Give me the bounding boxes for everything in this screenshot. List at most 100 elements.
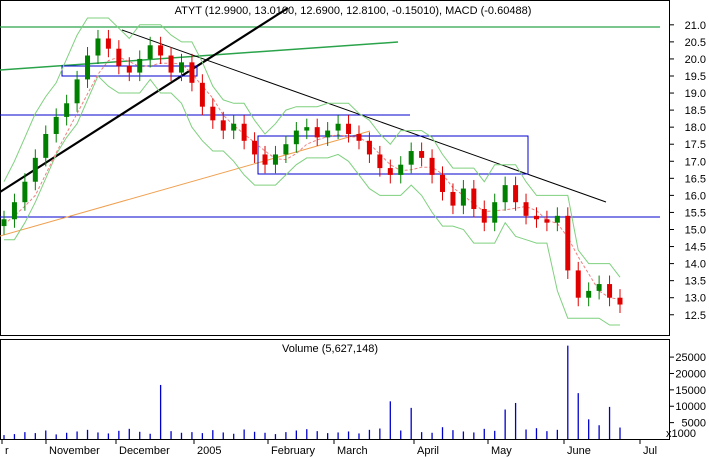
candle-body [492, 202, 498, 223]
bollinger-upper [3, 17, 621, 278]
candle-body [105, 38, 111, 49]
candle-body [304, 127, 310, 131]
x-tick-label: June [567, 445, 591, 457]
candle-body [481, 209, 487, 223]
candle-body [272, 154, 278, 165]
candle-body [335, 123, 341, 131]
candle-body [210, 106, 216, 121]
candle-body [314, 127, 320, 138]
orange-trendline [0, 130, 371, 237]
candle-body [387, 168, 393, 175]
candle-body [283, 144, 289, 155]
x-tick-label: March [337, 445, 368, 457]
candle-body [419, 151, 425, 158]
price-tick-label: 17.0 [685, 156, 706, 168]
candle-body [440, 174, 446, 192]
candle-body [74, 79, 80, 104]
candle-body [293, 130, 299, 145]
candle-body [533, 215, 539, 220]
price-y-axis: 21.0 20.5 20.0 19.5 19.0 18.5 18.0 17.5 17.0 16.5… [669, 20, 706, 322]
price-tick-label: 20.5 [685, 37, 706, 49]
candle-body [147, 45, 153, 59]
consolidation-box-2 [257, 135, 529, 175]
candle-body [64, 103, 70, 117]
candle-body [189, 62, 195, 83]
volume-tick-label: 10000 [675, 401, 706, 413]
volume-chart-title: Volume (5,627,148) [282, 343, 378, 355]
x-tick-label: November [49, 445, 100, 457]
candle-body [168, 55, 174, 73]
candle-body [429, 157, 435, 175]
candle-body [22, 181, 28, 203]
candle-body [450, 191, 456, 206]
candle-body [502, 185, 508, 203]
candle-body [220, 120, 226, 131]
volume-tick-label: 25000 [675, 352, 706, 364]
volume-tick-label: 5000 [682, 418, 706, 430]
downtrend-line [121, 29, 607, 203]
candle-body [554, 215, 560, 223]
price-tick-label: 19.0 [685, 88, 706, 100]
candle-body [471, 188, 477, 210]
candles [1, 29, 623, 314]
candle-body [85, 55, 91, 80]
x-tick-label: April [417, 445, 439, 457]
bollinger-lower [4, 75, 620, 326]
candle-body [408, 151, 414, 165]
price-tick-label: 15.5 [685, 207, 706, 219]
candle-body [596, 284, 602, 291]
candle-body [346, 123, 352, 134]
price-tick-label: 14.5 [685, 242, 706, 254]
candle-body [262, 154, 268, 165]
volume-tick-label: 15000 [675, 385, 706, 397]
candle-body [1, 219, 7, 227]
candle-body [158, 45, 164, 56]
candle-body [513, 185, 519, 203]
candle-body [575, 270, 581, 298]
candle-body [178, 62, 184, 73]
candle-body [523, 202, 529, 216]
x-tick-label: r [5, 445, 9, 457]
price-tick-label: 15.0 [685, 224, 706, 236]
candle-body [544, 219, 550, 223]
candle-body [241, 123, 247, 141]
price-tick-label: 16.5 [685, 173, 706, 185]
candle-body [43, 133, 49, 158]
candle-body [53, 116, 59, 134]
price-tick-label: 16.0 [685, 190, 706, 202]
price-tick-label: 20.0 [685, 54, 706, 66]
candle-body [377, 154, 383, 169]
candle-body [460, 188, 466, 206]
price-tick-label: 18.5 [685, 105, 706, 117]
price-tick-label: 13.0 [685, 293, 706, 305]
candle-body [32, 157, 38, 182]
moving-average-line [3, 56, 621, 300]
price-tick-label: 12.5 [685, 310, 706, 322]
x-tick-label: December [119, 445, 170, 457]
candle-body [116, 48, 122, 66]
bollinger-bands [3, 17, 621, 326]
candle-body [617, 297, 623, 305]
candle-body [586, 290, 592, 298]
volume-y-axis: 25000 20000 15000 10000 5000 [669, 352, 706, 430]
candle-body [607, 284, 613, 298]
candle-body [565, 215, 571, 271]
price-tick-label: 14.0 [685, 259, 706, 271]
price-tick-label: 17.5 [685, 139, 706, 151]
volume-bars [3, 345, 621, 439]
volume-unit-label: x1000 [666, 428, 696, 440]
candle-body [95, 38, 101, 56]
price-tick-label: 18.0 [685, 122, 706, 134]
candle-body [11, 202, 17, 220]
candle-body [252, 140, 258, 155]
x-axis: r November December 2005 February March April M… [1, 440, 657, 457]
price-tick-label: 19.5 [685, 71, 706, 83]
uptrend-line [0, 7, 289, 193]
candle-body [366, 140, 372, 155]
x-tick-label: February [271, 445, 316, 457]
x-tick-label: 2005 [197, 445, 221, 457]
candle-body [137, 58, 143, 73]
candle-body [325, 130, 331, 138]
